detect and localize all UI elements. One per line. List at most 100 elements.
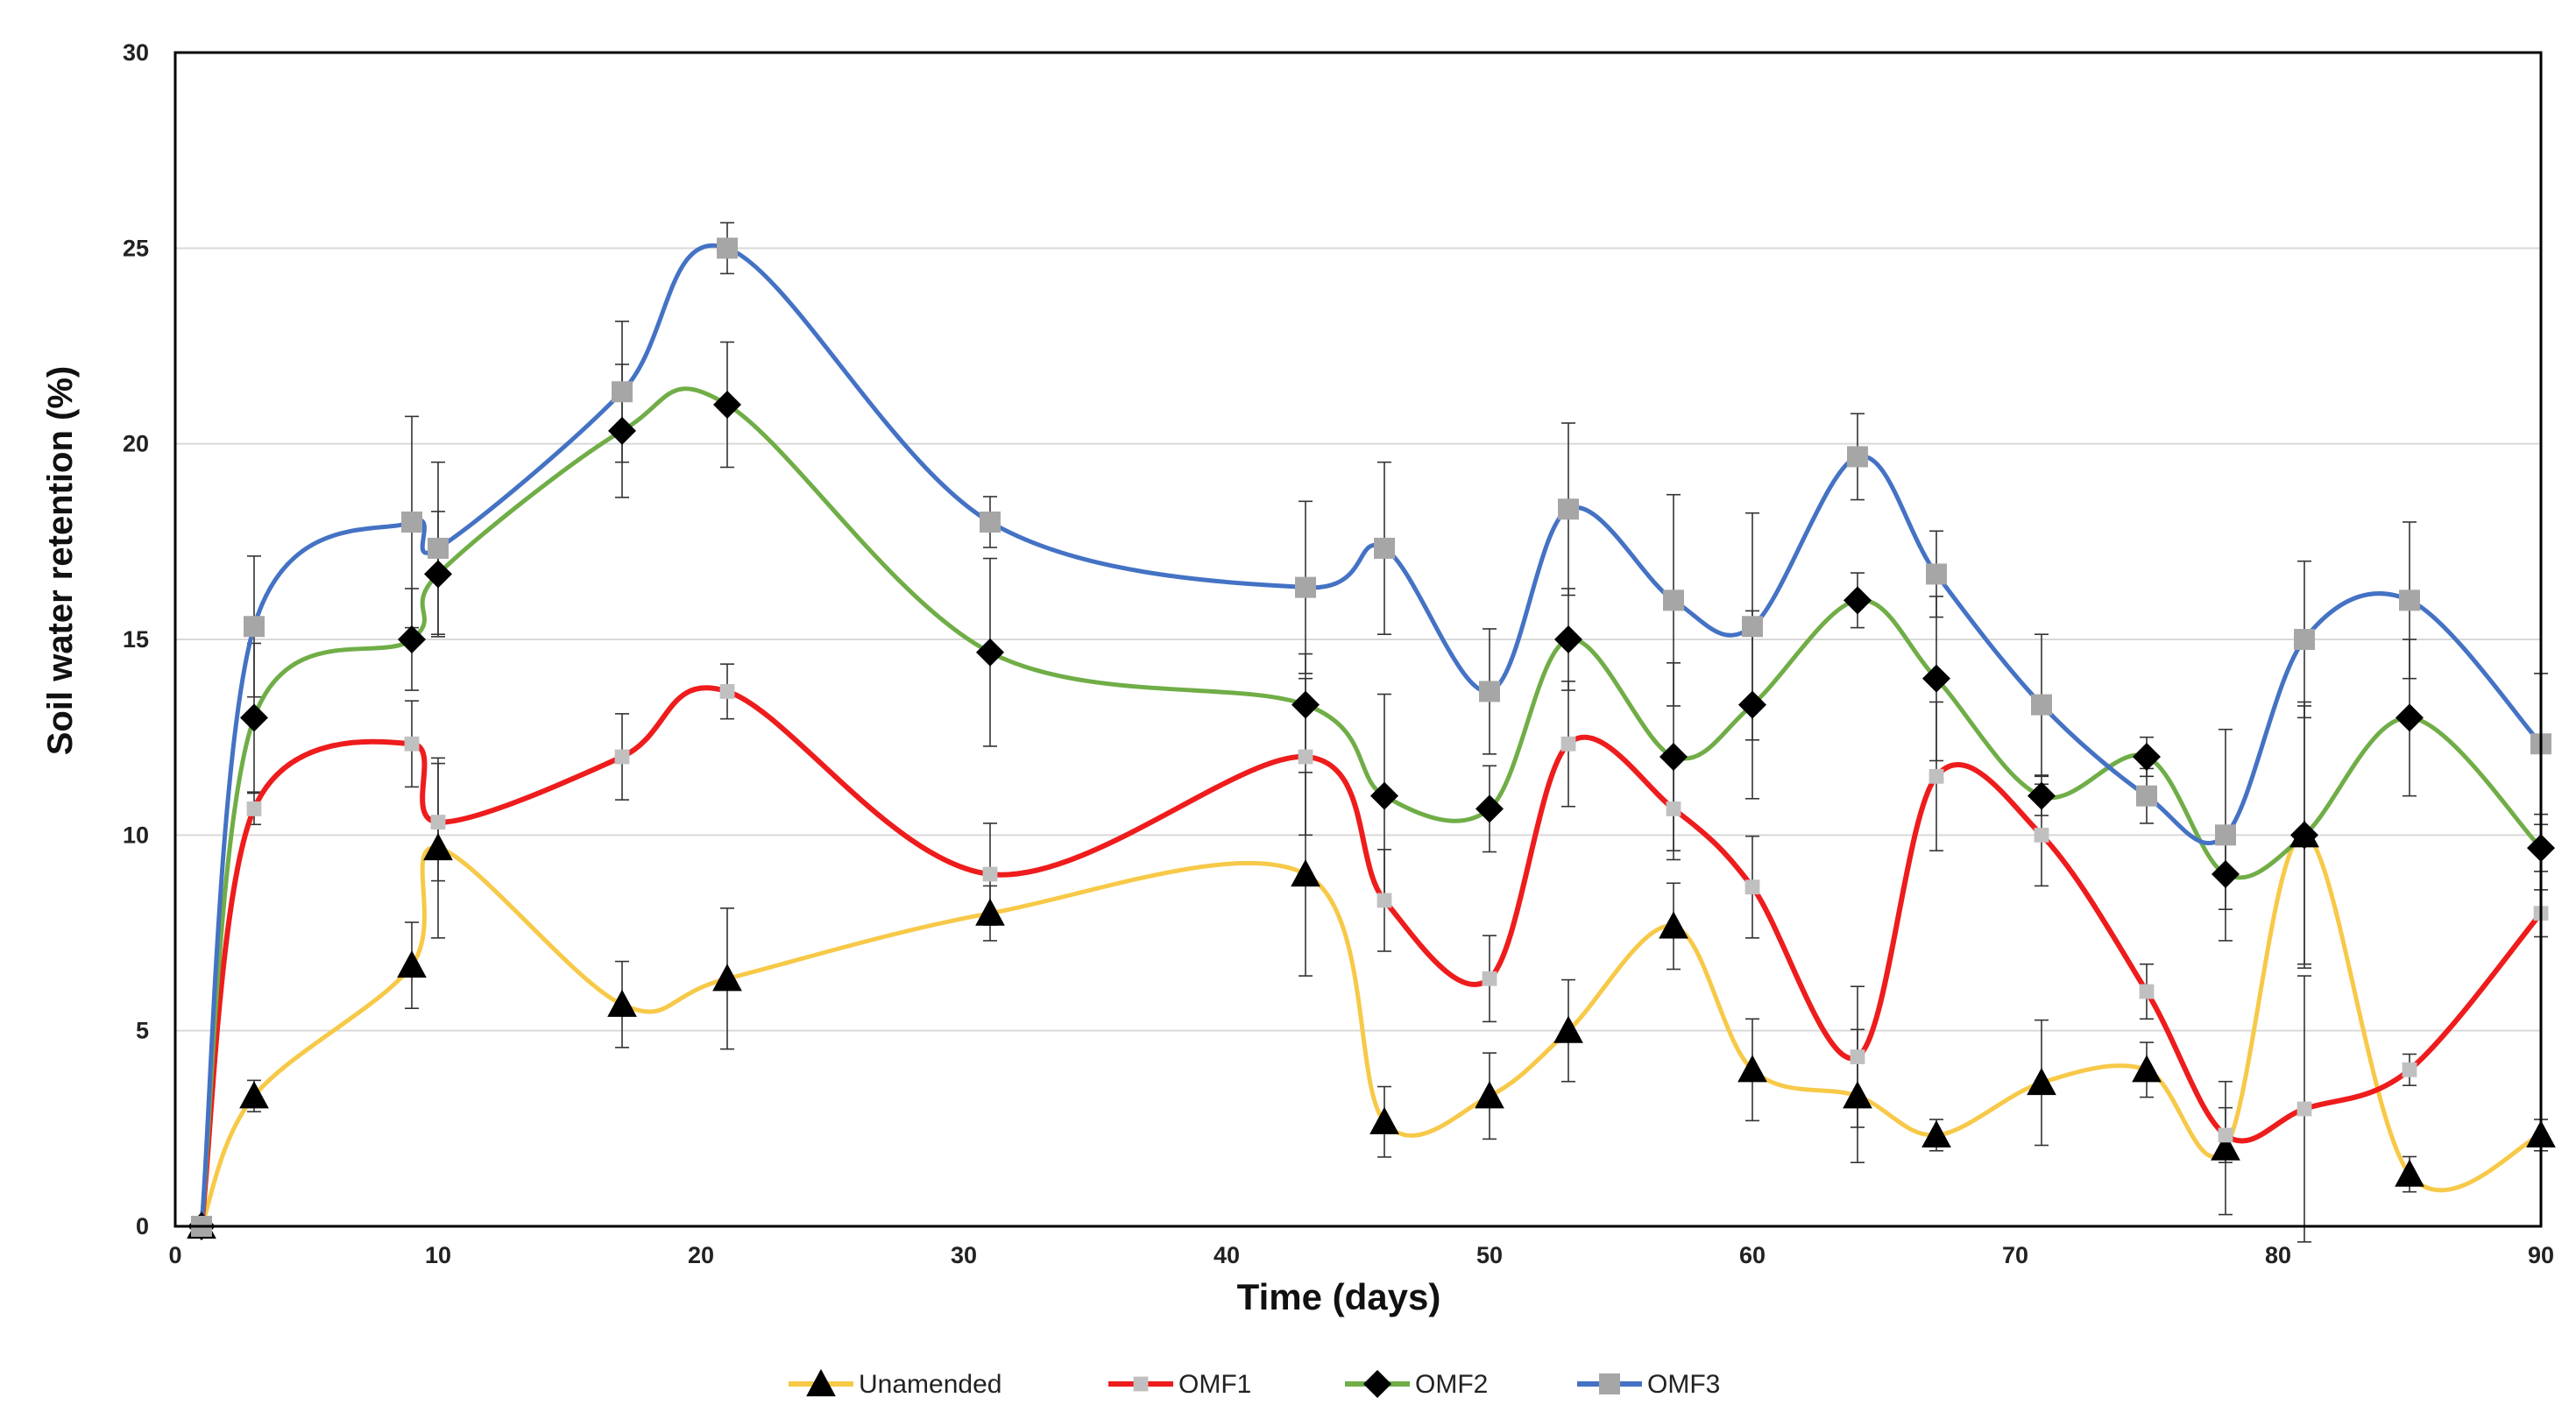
plot-frame — [173, 51, 2543, 1228]
point-omf1-43 — [1298, 749, 1313, 765]
x-tick-80: 80 — [2265, 1242, 2291, 1268]
y-tick-5: 5 — [136, 1018, 149, 1044]
point-omf1-60 — [1744, 879, 1760, 895]
point-omf3-17 — [612, 381, 633, 403]
x-tick-30: 30 — [951, 1242, 977, 1268]
x-tick-20: 20 — [688, 1242, 714, 1268]
point-omf3-60 — [1742, 616, 1763, 638]
legend-swatch-marker-omf2 — [1363, 1370, 1391, 1398]
point-unamended-50 — [1475, 1081, 1504, 1109]
point-omf2-21 — [713, 391, 741, 419]
point-omf3-75 — [2136, 785, 2157, 807]
point-omf3-21 — [717, 237, 738, 259]
point-unamended-78 — [2211, 1133, 2240, 1161]
point-omf2-43 — [1292, 690, 1320, 719]
point-omf1-46 — [1376, 893, 1392, 908]
point-omf1-78 — [2218, 1127, 2233, 1143]
x-tick-0: 0 — [168, 1242, 181, 1268]
point-omf1-75 — [2139, 984, 2155, 999]
point-omf1-53 — [1560, 736, 1576, 752]
point-omf3-53 — [1558, 498, 1579, 520]
y-tick-0: 0 — [136, 1213, 149, 1239]
point-unamended-85 — [2395, 1159, 2424, 1187]
legend-label-omf3: OMF3 — [1647, 1370, 1720, 1399]
point-unamended-3 — [239, 1081, 269, 1109]
series-line-unamended — [199, 832, 2542, 1227]
point-omf3-50 — [1479, 681, 1500, 702]
legend-item-omf2[interactable]: OMF2 — [1345, 1370, 1488, 1399]
x-tick-10: 10 — [425, 1242, 451, 1268]
point-omf2-10 — [424, 560, 452, 589]
point-omf3-3 — [244, 616, 265, 638]
y-tick-30: 30 — [123, 39, 149, 66]
point-omf1-67 — [1928, 768, 1944, 784]
point-omf3-85 — [2399, 589, 2420, 611]
point-omf3-67 — [1926, 563, 1947, 585]
point-omf3-46 — [1374, 537, 1395, 559]
point-omf3-9 — [401, 512, 422, 533]
point-omf1-31 — [982, 866, 998, 882]
y-tick-20: 20 — [123, 431, 149, 457]
point-omf2-50 — [1476, 794, 1504, 823]
y-tick-25: 25 — [123, 235, 149, 261]
x-tick-50: 50 — [1476, 1242, 1503, 1268]
legend-label-omf2: OMF2 — [1415, 1370, 1488, 1399]
point-omf1-71 — [2034, 827, 2049, 843]
point-omf2-67 — [1922, 664, 1950, 693]
legend-item-omf3[interactable]: OMF3 — [1577, 1370, 1720, 1399]
point-unamended-21 — [712, 964, 742, 992]
x-tick-90: 90 — [2528, 1242, 2554, 1268]
legend-label-omf1: OMF1 — [1178, 1370, 1251, 1399]
point-omf1-50 — [1482, 971, 1497, 986]
point-omf2-60 — [1738, 690, 1766, 719]
legend-item-omf1[interactable]: OMF1 — [1108, 1370, 1251, 1399]
point-omf3-78 — [2215, 824, 2236, 846]
point-omf1-81 — [2296, 1101, 2312, 1117]
point-omf3-64 — [1847, 446, 1868, 468]
point-omf1-21 — [719, 684, 735, 699]
x-tick-60: 60 — [1739, 1242, 1766, 1268]
point-omf2-9 — [398, 625, 426, 653]
series-lines — [199, 244, 2544, 1227]
point-omf2-81 — [2290, 821, 2318, 850]
point-unamended-53 — [1553, 1015, 1583, 1043]
y-tick-10: 10 — [123, 822, 149, 848]
x-tick-labels: 0 10 20 30 40 50 60 70 80 90 — [168, 1242, 2554, 1268]
series-markers — [187, 237, 2556, 1240]
point-omf3-71 — [2031, 694, 2052, 716]
point-omf2-17 — [608, 416, 636, 445]
point-unamended-46 — [1369, 1106, 1399, 1134]
point-unamended-43 — [1291, 858, 1320, 887]
legend-label-unamended: Unamended — [859, 1370, 1001, 1399]
point-omf1-85 — [2402, 1062, 2417, 1077]
point-omf1-3 — [246, 801, 262, 816]
point-unamended-31 — [975, 898, 1005, 926]
point-omf1-17 — [614, 749, 630, 765]
point-omf2-78 — [2212, 860, 2240, 888]
x-tick-70: 70 — [2002, 1242, 2028, 1268]
point-omf1-64 — [1850, 1049, 1865, 1064]
point-omf2-53 — [1554, 625, 1582, 653]
point-omf2-31 — [976, 638, 1004, 667]
error-bars — [247, 222, 2548, 1243]
point-omf1-57 — [1666, 801, 1681, 816]
point-omf2-71 — [2028, 781, 2056, 810]
y-axis-title: Soil water retention (%) — [41, 366, 80, 756]
point-omf2-85 — [2396, 703, 2424, 732]
y-tick-15: 15 — [123, 626, 149, 653]
point-omf3-10 — [428, 537, 449, 559]
legend[interactable]: Unamended OMF1 OMF2 OMF3 — [789, 1368, 1720, 1399]
point-unamended-71 — [2027, 1068, 2056, 1096]
point-omf3-31 — [980, 512, 1001, 533]
legend-item-unamended[interactable]: Unamended — [789, 1368, 1001, 1399]
point-omf3-43 — [1295, 576, 1316, 598]
gridlines — [175, 247, 2541, 1032]
y-tick-labels: 0 5 10 15 20 25 30 — [123, 39, 149, 1239]
legend-swatch-marker-omf1 — [1133, 1376, 1149, 1392]
point-unamended-64 — [1843, 1081, 1872, 1109]
point-unamended-9 — [397, 950, 427, 978]
point-omf2-75 — [2133, 743, 2161, 771]
legend-swatch-marker-omf3 — [1599, 1373, 1620, 1394]
point-omf3-81 — [2294, 629, 2315, 650]
